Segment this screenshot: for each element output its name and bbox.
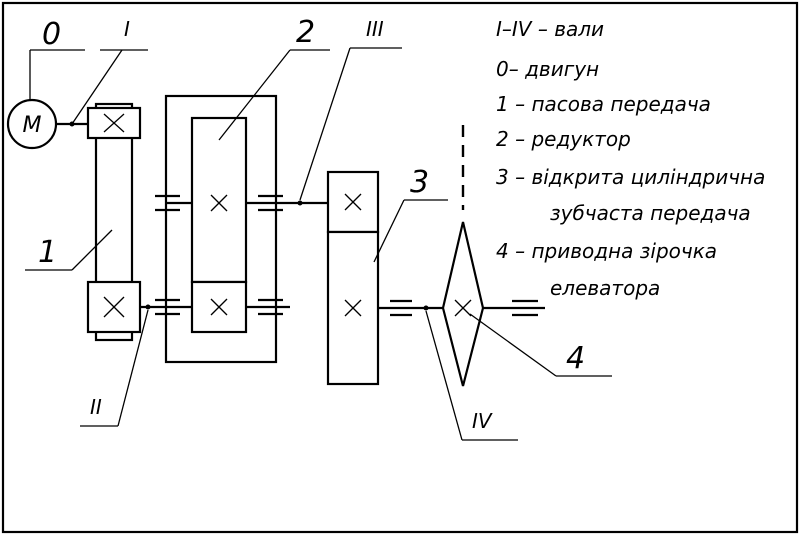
- sprocket-shape: [441, 221, 485, 387]
- legend-line-8: елеватора: [550, 276, 660, 300]
- legend: I–IV – вали 0– двигун 1 – пасова передач…: [496, 17, 765, 300]
- shaft-IV: IV: [378, 299, 545, 441]
- sprocket-number: 4: [566, 341, 585, 376]
- lower-pulley-cross-b: [103, 296, 125, 318]
- legend-line-5: 3 – відкрита циліндрична: [496, 165, 765, 189]
- shaft-III-label: III: [366, 17, 384, 41]
- gearbox-number: 2: [296, 15, 315, 50]
- legend-line-2: 0– двигун: [496, 57, 599, 81]
- shaft-IV-label: IV: [472, 409, 493, 433]
- open-gear-leader: [373, 199, 405, 263]
- open-gear-pinion: [326, 170, 380, 234]
- gear-large-cross-b: [210, 194, 228, 212]
- shaft-II: II: [80, 298, 290, 427]
- belt-drive-number: 1: [38, 235, 57, 270]
- shaft-II-joint: [145, 304, 151, 310]
- shaft-III: III: [155, 17, 402, 212]
- legend-line-4: 2 – редуктор: [496, 127, 631, 151]
- shaft-I-leader: [71, 49, 123, 125]
- motor-symbol: M: [23, 113, 42, 138]
- motor-number: 0: [42, 17, 61, 52]
- shaft-II-label: II: [90, 395, 102, 419]
- legend-line-1: I–IV – вали: [496, 17, 604, 41]
- open-wheel-cross-b: [344, 299, 362, 317]
- gearbox-leader: [218, 49, 291, 141]
- sprocket-leader: [469, 313, 557, 377]
- shaft-II-leader: [117, 309, 149, 427]
- shaft-III-leader: [299, 47, 351, 201]
- legend-line-7: 4 – приводна зірочка: [496, 239, 717, 263]
- pinion-cross-b: [210, 298, 228, 316]
- shaft-I-label: I: [124, 17, 130, 41]
- legend-line-6: зубчаста передача: [550, 201, 751, 225]
- shaft-I: I: [71, 17, 148, 125]
- legend-line-3: 1 – пасова передача: [496, 92, 711, 116]
- shaft-IV-joint: [423, 305, 429, 311]
- sprocket: 4: [441, 125, 612, 387]
- belt: [94, 102, 134, 342]
- sprocket-cross-b: [454, 299, 472, 317]
- open-pinion-cross-b: [344, 193, 362, 211]
- belt-drive: 1: [25, 102, 142, 342]
- open-gear-number: 3: [410, 165, 429, 200]
- gearbox-housing: [164, 94, 278, 364]
- belt-leader: [71, 229, 113, 271]
- shaft-III-joint: [297, 200, 303, 206]
- open-gear: 3: [326, 165, 448, 386]
- motor: M 0: [6, 17, 88, 150]
- gearbox: 2: [164, 15, 330, 364]
- gearbox-gear-large: [190, 116, 248, 284]
- shaft-IV-leader: [425, 310, 463, 441]
- upper-pulley-cross-b: [103, 113, 125, 133]
